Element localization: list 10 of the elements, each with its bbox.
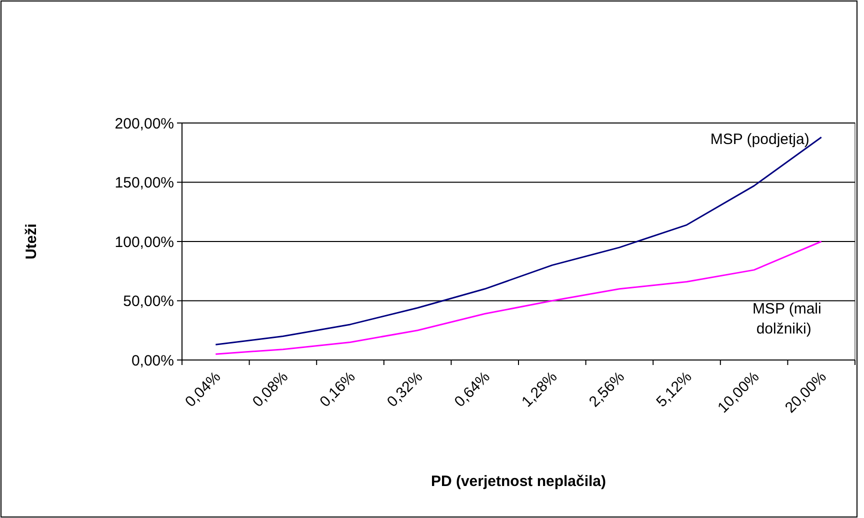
series-label: MSP (podjetja) [710, 131, 810, 148]
line-series [214, 240, 822, 355]
y-tick-label: 0,00% [131, 352, 174, 370]
series-label: MSP (mali dolžniki) [752, 300, 822, 338]
y-tick-label: 100,00% [114, 234, 174, 251]
x-axis-title: PD (verjetnost neplačila) [430, 473, 606, 490]
y-tick-label: 200,00% [114, 115, 174, 132]
y-tick-label: 50,00% [123, 293, 174, 310]
y-tick-label: 150,00% [114, 174, 174, 192]
y-axis-title: Uteži [23, 224, 40, 260]
